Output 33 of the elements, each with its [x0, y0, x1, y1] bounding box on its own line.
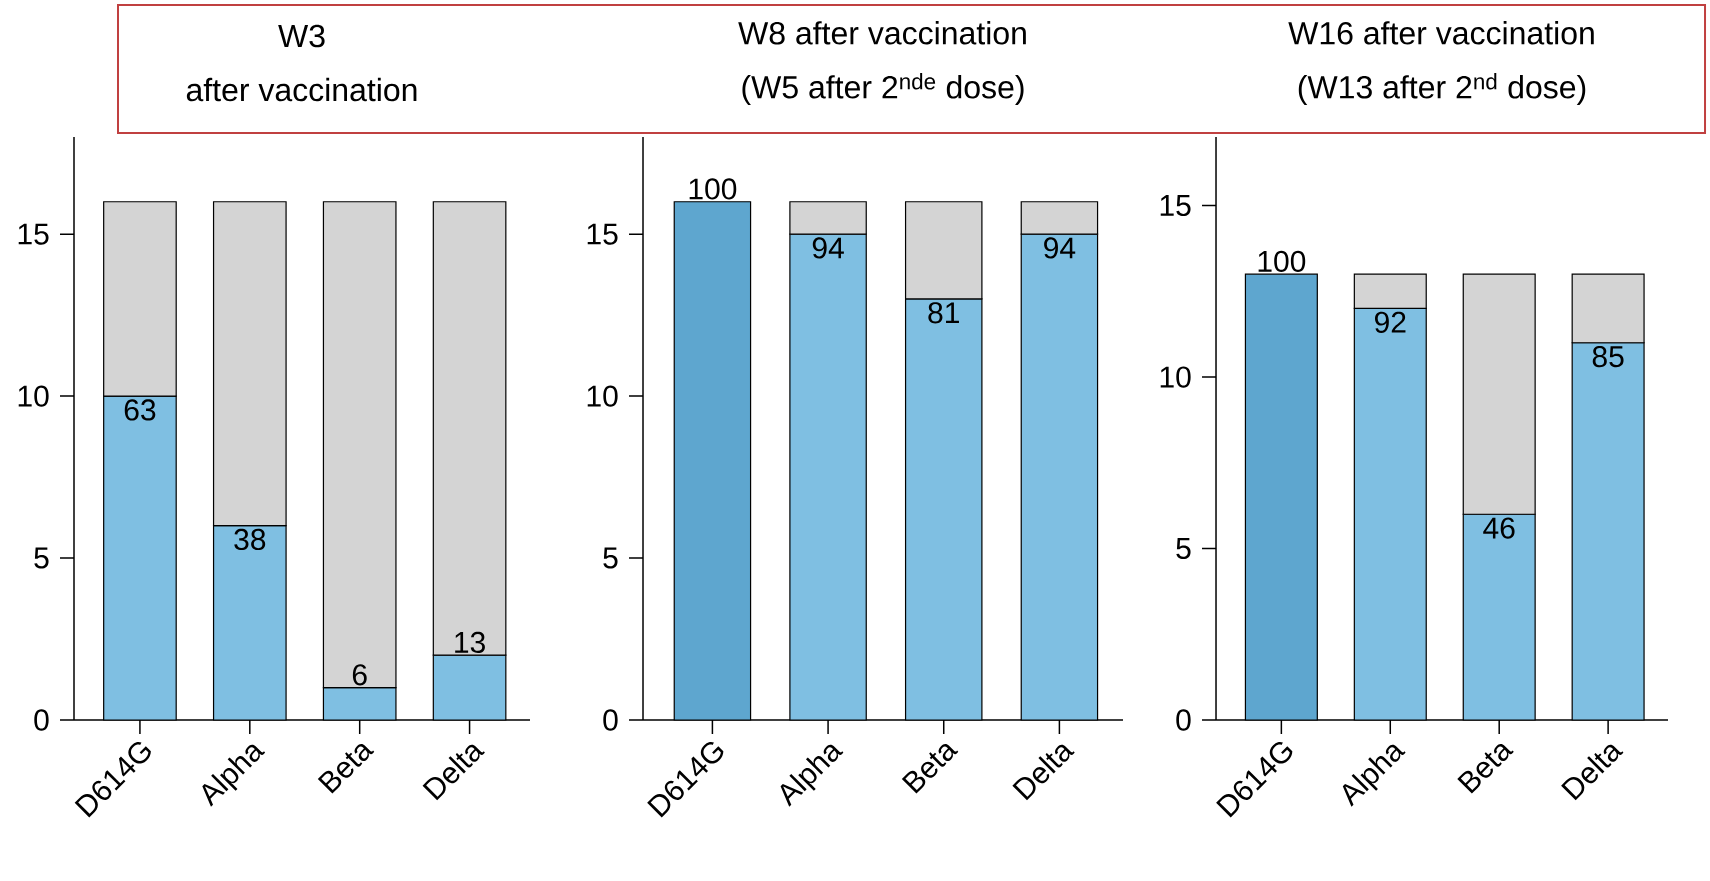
annotation: 13: [455, 631, 485, 654]
annotation: 94: [1044, 237, 1076, 259]
y-tick-label: 10: [587, 385, 618, 407]
annotation: 81: [928, 302, 959, 324]
y-tick-label: 0: [603, 709, 618, 731]
chart-title: W8 after vaccination: [738, 21, 1026, 45]
y-tick-label: 5: [1176, 538, 1191, 559]
chart-title: W3: [278, 24, 325, 48]
y-tick-label: 15: [1160, 195, 1191, 217]
y-tick-label: 10: [1160, 366, 1191, 388]
y-tick-label: 15: [587, 223, 618, 245]
chart-subtitle: (W13 after 2$^{nd}$ dose): [1298, 73, 1586, 105]
annotation: 100: [1258, 250, 1306, 272]
annotation: 94: [812, 237, 844, 259]
y-tick-label: 5: [603, 547, 618, 569]
chart-subtitle: after vaccination: [186, 77, 417, 102]
annotation: 85: [1592, 345, 1624, 368]
y-tick-label: 10: [18, 385, 49, 407]
y-tick-label: 0: [1176, 709, 1191, 731]
annotation: 92: [1375, 311, 1406, 333]
y-tick-label: 0: [34, 709, 49, 731]
y-tick-label: 5: [34, 547, 49, 569]
annotation: 63: [124, 399, 156, 421]
annotation: 6: [352, 664, 367, 686]
y-tick-label: 15: [18, 223, 49, 245]
annotation: 46: [1483, 517, 1515, 539]
x-tick-label: Beta: [317, 743, 375, 794]
annotation: 38: [234, 528, 266, 551]
chart-title: W16 after vaccination: [1288, 21, 1594, 45]
annotation: 100: [689, 178, 737, 200]
x-tick-label: Beta: [901, 743, 959, 794]
x-tick-label: Beta: [1457, 743, 1514, 794]
chart-subtitle: (W5 after 2$^{nde}$ dose): [742, 73, 1024, 105]
